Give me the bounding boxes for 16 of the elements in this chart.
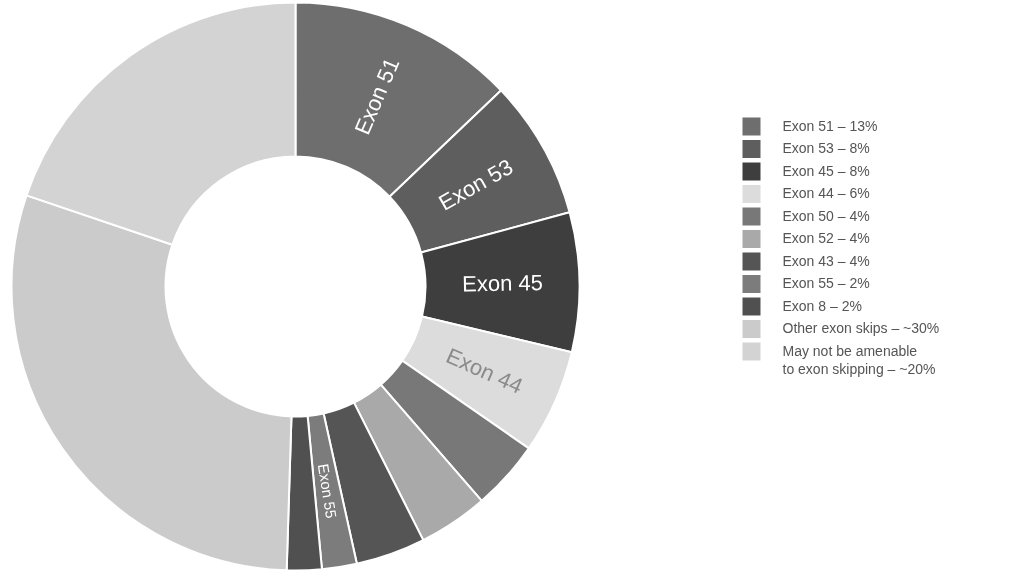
data-label: Exon 51 <box>349 54 405 139</box>
legend-label: Exon 55 – 2% <box>782 275 870 291</box>
legend-label: Exon 44 – 6% <box>782 185 870 201</box>
legend-label: Other exon skips – ~30% <box>782 320 940 336</box>
legend-label: Exon 45 – 8% <box>782 162 870 179</box>
data-label: Exon 53 <box>434 154 518 216</box>
legend-label: Exon 8 – 2% <box>782 297 862 314</box>
data-label: Exon 44 <box>442 343 527 399</box>
data-label: Exon 45 <box>461 270 544 297</box>
legend-label: Exon 51 – 13% <box>782 117 878 134</box>
data-label: Exon 55 <box>314 462 341 520</box>
legend-label: Exon 43 – 4% <box>782 252 870 269</box>
legend-label: May not be amenable to exon skipping – ~20% <box>782 342 936 377</box>
legend-label: Exon 53 – 8% <box>782 140 870 156</box>
legend-label: Exon 52 – 4% <box>782 230 870 246</box>
legend-label: Exon 50 – 4% <box>782 207 870 224</box>
